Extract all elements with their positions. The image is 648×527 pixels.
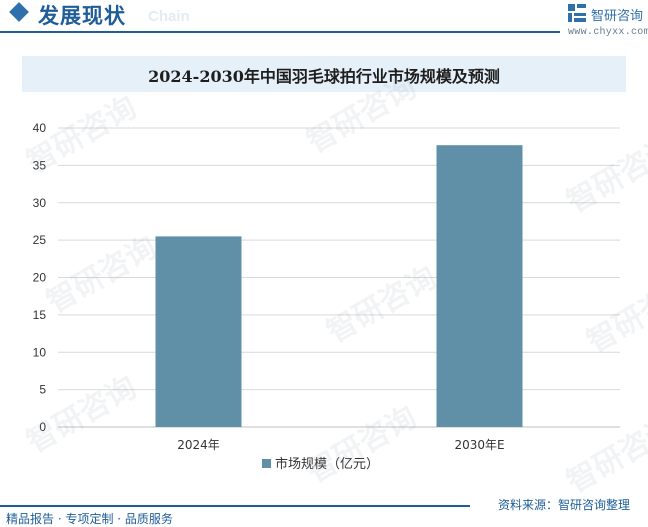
y-tick-label: 10 [33, 345, 47, 359]
section-title: 发展现状 [38, 3, 126, 28]
footer-tagline: 精品报告 · 专项定制 · 品质服务 [6, 512, 173, 526]
bar-0 [155, 236, 242, 427]
footer-divider [0, 505, 470, 507]
y-tick-label: 5 [39, 383, 46, 397]
y-tick-label: 20 [33, 271, 47, 285]
x-tick-label: 2024年 [177, 438, 220, 452]
brand-url: www.chyxx.com [568, 27, 648, 38]
section-subtitle: Chain [148, 8, 190, 25]
y-tick-label: 40 [33, 121, 47, 135]
header-divider [0, 31, 560, 33]
legend-swatch [262, 459, 271, 468]
legend-label: 市场规模（亿元） [275, 456, 379, 472]
y-tick-label: 0 [39, 420, 46, 434]
brand-name: 智研咨询 [591, 9, 644, 24]
bar-1 [436, 145, 523, 427]
page-header: 发展现状 Chain 智研咨询 www.chyxx.com [0, 0, 648, 38]
y-tick-label: 30 [33, 196, 47, 210]
x-tick-label: 2030年E [454, 438, 504, 452]
y-tick-label: 25 [33, 233, 47, 247]
y-tick-label: 15 [33, 308, 47, 322]
brand-logo-icon [568, 4, 586, 22]
chart-title: 2024-2030年中国羽毛球拍行业市场规模及预测 [148, 67, 500, 86]
data-source: 资料来源：智研咨询整理 [498, 498, 631, 512]
chart-title-band: 2024-2030年中国羽毛球拍行业市场规模及预测 [22, 56, 626, 92]
y-tick-label: 35 [33, 158, 47, 172]
